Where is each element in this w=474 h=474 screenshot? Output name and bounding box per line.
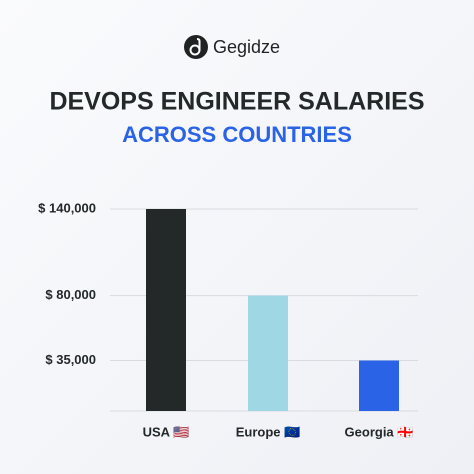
logo-glyph-stem <box>196 38 201 50</box>
chart-subtitle: ACROSS COUNTRIES <box>122 122 352 147</box>
x-tick-label: Europe 🇪🇺 <box>236 424 301 439</box>
bar <box>359 360 399 411</box>
chart-title: DEVOPS ENGINEER SALARIES <box>49 88 424 116</box>
bar <box>248 295 288 411</box>
y-tick-label: $ 140,000 <box>38 200 96 215</box>
bar <box>146 209 186 411</box>
y-tick-label: $ 35,000 <box>45 352 96 367</box>
logo-icon <box>184 35 208 59</box>
x-tick-label: Georgia 🇬🇪 <box>345 424 414 439</box>
brand-name: Gegidze <box>213 37 280 57</box>
logo: Gegidze <box>184 35 280 59</box>
y-tick-label: $ 80,000 <box>45 287 96 302</box>
x-tick-label: USA 🇺🇸 <box>143 424 190 439</box>
